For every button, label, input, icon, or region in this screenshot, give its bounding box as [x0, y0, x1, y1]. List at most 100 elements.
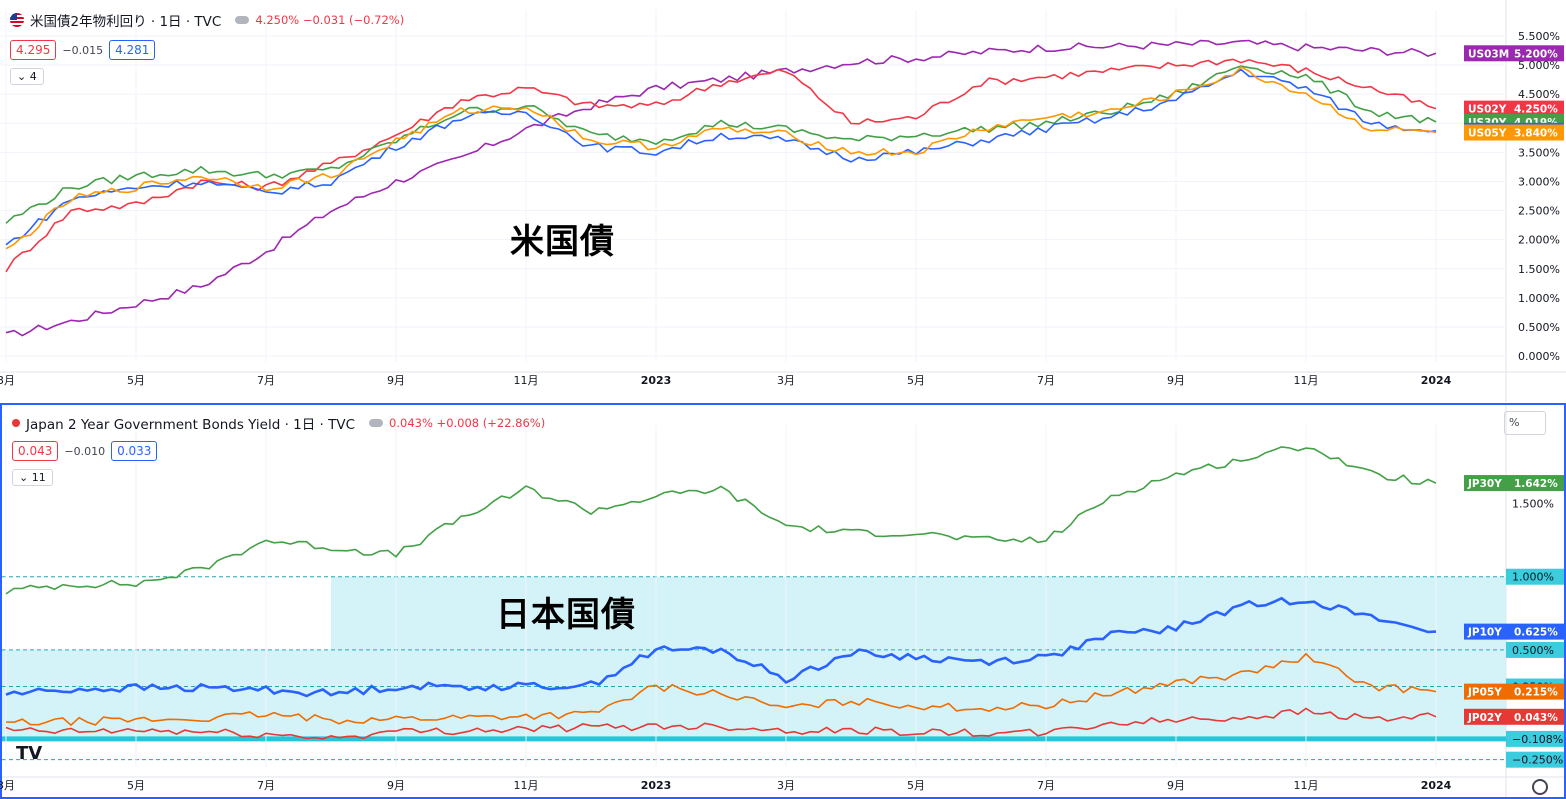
us-quote: 4.250% −0.031 (−0.72%) — [255, 13, 405, 27]
series-line-us03m — [5, 39, 1437, 337]
series-name-label: JP05Y — [1467, 687, 1502, 699]
series-value-label: 5.200% — [1514, 48, 1558, 60]
us-annotation: 米国債 — [510, 222, 615, 262]
us-symbol-title[interactable]: 米国債2年物利回り · 1日 · TVC — [30, 14, 222, 30]
x-tick-label: 3月 — [777, 374, 795, 387]
jgb-pane[interactable]: 1.000%0.500%0.250%−0.108%−0.250%1.500%3月… — [0, 403, 1566, 799]
chevron-down-icon: ⌄ — [17, 70, 27, 83]
highlight-band — [331, 576, 1506, 650]
series-price-tag — [1464, 45, 1564, 62]
series-name-label: JP10Y — [1467, 627, 1502, 639]
x-tick-label: 5月 — [907, 374, 925, 387]
jp-symbol-title[interactable]: Japan 2 Year Government Bonds Yield · 1日… — [26, 417, 356, 433]
series-line-jp02y — [5, 707, 1437, 740]
series-line-jp30y — [5, 446, 1437, 595]
series-name-label: JP02Y — [1467, 712, 1502, 724]
jp-quote: 0.043% +0.008 (+22.86%) — [389, 416, 546, 430]
visibility-icon[interactable] — [369, 419, 384, 427]
series-price-tag — [1464, 124, 1564, 141]
tradingview-logo[interactable]: TV — [16, 743, 43, 764]
y-tick-label: 3.000% — [1518, 175, 1560, 188]
chevron-down-icon: ⌄ — [19, 471, 29, 484]
x-tick-label: 9月 — [387, 779, 405, 792]
us-indicator-toggle[interactable]: ⌄ 4 — [10, 68, 44, 85]
y-tick-label: −0.250% — [1512, 754, 1563, 767]
series-price-tag — [1464, 708, 1564, 725]
series-value-label: 1.642% — [1514, 478, 1558, 490]
y-tick-label: 0.000% — [1518, 350, 1560, 363]
h-line-label-bg — [1506, 568, 1564, 585]
y-tick-label: 0.500% — [1518, 321, 1560, 334]
y-tick-label: 2.500% — [1518, 205, 1560, 218]
us-chart-canvas[interactable]: 0.000% 0.500% 1.000% 1.500% 2.000% 2.500% 3.00… — [0, 0, 1566, 402]
x-tick-label: 11月 — [514, 374, 539, 387]
series-line-us02y — [5, 58, 1437, 273]
series-line-us30y — [5, 65, 1437, 224]
x-tick-label: 7月 — [257, 374, 275, 387]
settings-icon[interactable] — [1532, 779, 1548, 795]
x-tick-label: 11月 — [1294, 374, 1319, 387]
series-line-us05y — [5, 66, 1437, 250]
y-tick-label: −0.108% — [1512, 733, 1563, 746]
x-tick-label: 7月 — [1037, 779, 1055, 792]
series-line-jp05y — [5, 652, 1437, 727]
us-flag-icon — [10, 13, 24, 27]
x-tick-label: 5月 — [127, 374, 145, 387]
series-value-label: 3.840% — [1514, 128, 1558, 140]
x-tick-label: 9月 — [1167, 779, 1185, 792]
series-line-jp10y — [5, 596, 1437, 698]
jp-chart-canvas[interactable]: 1.000%0.500%0.250%−0.108%−0.250%1.500%3月… — [0, 405, 1564, 797]
x-tick-label: 5月 — [127, 779, 145, 792]
y-tick-label: 1.500% — [1512, 498, 1554, 511]
y-tick-label: 3.500% — [1518, 146, 1560, 159]
us-treasury-pane[interactable]: 0.000% 0.500% 1.000% 1.500% 2.000% 2.500% 3.00… — [0, 0, 1566, 402]
us-bid-box[interactable]: 4.295 — [10, 40, 57, 60]
us-ask-box[interactable]: 4.281 — [109, 40, 156, 60]
y-tick-label: 4.500% — [1518, 88, 1560, 101]
h-line-label-bg — [1506, 751, 1564, 768]
jp-indicator-toggle[interactable]: ⌄ 11 — [12, 469, 53, 486]
series-price-tag — [1464, 100, 1564, 117]
us-legend: 米国債2年物利回り · 1日 · TVC 4.250% −0.031 (−0.7… — [10, 10, 404, 30]
highlight-band — [2, 649, 1506, 739]
x-tick-label: 2024 — [1421, 374, 1452, 387]
x-tick-label: 2023 — [641, 374, 672, 387]
jp-dot-icon — [12, 419, 20, 427]
x-tick-label: 11月 — [1294, 779, 1319, 792]
jp-indicator-count: 11 — [31, 471, 46, 484]
series-line-us10y — [5, 68, 1437, 246]
series-price-tag — [1464, 623, 1564, 640]
x-tick-label: 3月 — [0, 779, 15, 792]
unit-selector[interactable]: % — [1504, 411, 1546, 435]
x-tick-label: 5月 — [907, 779, 925, 792]
series-price-tag — [1464, 475, 1564, 492]
jp-ask-box[interactable]: 0.033 — [111, 441, 158, 461]
jp-legend: Japan 2 Year Government Bonds Yield · 1日… — [12, 413, 545, 433]
us-price-boxes: 4.295 −0.015 4.281 — [10, 40, 156, 60]
x-tick-label: 3月 — [0, 374, 15, 387]
jp-annotation: 日本国債 — [496, 595, 636, 635]
series-name-label: JP30Y — [1467, 478, 1502, 490]
h-line-label-bg — [1506, 730, 1564, 747]
jp-price-boxes: 0.043 −0.010 0.033 — [12, 441, 158, 461]
jp-bid-box[interactable]: 0.043 — [12, 441, 59, 461]
visibility-icon[interactable] — [235, 16, 250, 24]
x-tick-label: 7月 — [1037, 374, 1055, 387]
series-name-label: US05Y — [1468, 128, 1507, 140]
series-value-label: 0.625% — [1514, 627, 1558, 639]
series-value-label: 0.043% — [1514, 712, 1558, 724]
x-tick-label: 2023 — [641, 779, 672, 792]
series-price-tag — [1464, 683, 1564, 700]
y-tick-label: 0.500% — [1512, 644, 1554, 657]
jp-spread: −0.010 — [64, 444, 106, 458]
y-tick-label: 1.000% — [1512, 571, 1554, 584]
y-tick-label: 2.000% — [1518, 234, 1560, 247]
x-tick-label: 9月 — [387, 374, 405, 387]
series-name-label: US02Y — [1468, 104, 1507, 116]
x-tick-label: 11月 — [514, 779, 539, 792]
y-tick-label: 5.500% — [1518, 30, 1560, 43]
x-tick-label: 2024 — [1421, 779, 1452, 792]
h-line-label-bg — [1506, 641, 1564, 658]
us-spread: −0.015 — [62, 43, 104, 57]
y-tick-label: 5.000% — [1518, 59, 1560, 72]
